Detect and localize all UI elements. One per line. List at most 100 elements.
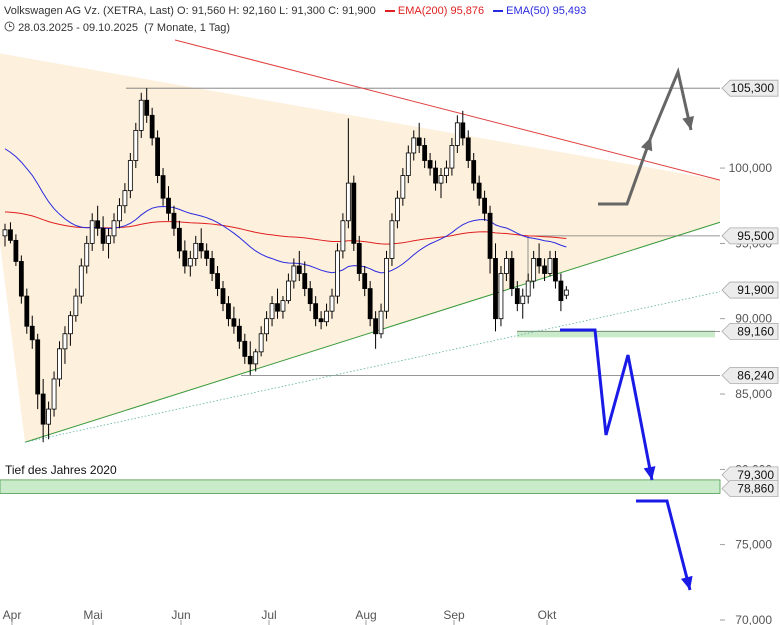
candle-up	[285, 280, 291, 302]
scenario-down-arrow-2-head	[680, 575, 693, 590]
candle-up	[117, 205, 122, 222]
price-tag-label: 91,900	[737, 283, 774, 297]
scenario-down-arrow-1	[560, 328, 654, 481]
candle-up	[269, 303, 275, 320]
candle-down	[182, 250, 188, 267]
candle-up	[324, 310, 329, 323]
candle-down	[536, 258, 542, 267]
candle-down	[100, 227, 106, 244]
candle-down	[471, 160, 477, 184]
scenario-down-arrow-2	[636, 499, 692, 591]
ema50-swatch	[493, 10, 504, 13]
candle-down	[275, 303, 280, 312]
annotation-2020-low: Tief des Jahres 2020	[5, 463, 117, 477]
candle-up	[138, 99, 144, 131]
candle-up	[411, 137, 417, 154]
candle-up	[449, 145, 455, 169]
candle-up	[62, 333, 68, 350]
candle-down	[247, 355, 253, 365]
candle-up	[280, 300, 286, 312]
candle-up	[133, 129, 139, 161]
y-tick-label: 100,000	[729, 161, 773, 175]
y-tick-label: 90,000	[735, 312, 772, 326]
candle-up	[68, 315, 73, 335]
ema200-label: EMA(200)	[397, 5, 448, 17]
candle-up	[127, 160, 133, 192]
candle-down	[35, 339, 41, 395]
candle-down	[18, 261, 24, 297]
candle-down	[356, 242, 362, 274]
candle-up	[2, 229, 8, 237]
ema200-value: 95,876	[450, 5, 485, 17]
date-range-row: 28.03.2025 - 09.10.2025 (7 Monate, 1 Tag…	[4, 21, 230, 34]
candle-down	[29, 325, 35, 341]
candle-down	[482, 197, 488, 214]
price-tag-label: 105,300	[731, 81, 775, 95]
candle-up	[89, 220, 95, 244]
candle-up	[187, 258, 193, 267]
ema200-swatch	[384, 10, 395, 13]
candle-up	[345, 182, 351, 222]
candle-up	[498, 273, 504, 320]
candle-down	[465, 137, 471, 161]
candle-down	[204, 250, 210, 259]
candle-down	[220, 288, 226, 305]
candle-down	[476, 182, 482, 199]
price-tag-label: 89,160	[737, 324, 774, 338]
candle-up	[264, 318, 270, 335]
candle-down	[155, 137, 161, 176]
candle-up	[389, 220, 395, 259]
candle-up	[503, 258, 509, 274]
y-tick-label: 75,000	[735, 538, 772, 552]
candle-down	[362, 273, 368, 289]
candle-down	[215, 273, 220, 289]
candle-down	[318, 318, 324, 323]
candle-down	[242, 340, 248, 357]
x-tick-label: Jun	[171, 608, 190, 622]
candle-down	[236, 325, 242, 342]
support-trendline	[24, 221, 721, 443]
x-tick-label: Aug	[355, 608, 376, 622]
scenario-up-arrow-1	[598, 136, 653, 206]
candle-down	[40, 393, 46, 425]
dotted-trendline	[24, 291, 721, 443]
price-tag-box	[721, 79, 779, 97]
candle-up	[394, 197, 400, 222]
candle-down	[460, 122, 466, 139]
x-tick-label: Mai	[83, 608, 102, 622]
price-tag-label: 79,300	[737, 468, 774, 482]
candle-up	[378, 310, 384, 335]
candle-down	[144, 99, 150, 116]
candle-down	[209, 258, 215, 274]
candle-down	[307, 288, 313, 305]
candle-up	[329, 295, 335, 312]
candle-down	[514, 288, 520, 305]
candle-up	[454, 122, 460, 146]
candle-down	[95, 220, 101, 229]
candle-down	[416, 137, 422, 146]
price-tag-box	[721, 322, 779, 340]
candle-up	[291, 265, 297, 282]
candle-down	[427, 160, 433, 169]
candle-down	[433, 167, 438, 184]
candle-down	[13, 239, 19, 262]
candle-up	[438, 175, 444, 184]
support-band-2020	[0, 479, 721, 494]
candle-down	[542, 265, 547, 274]
price-tag-label: 78,860	[737, 482, 774, 496]
candle-up	[405, 152, 411, 176]
candle-up	[111, 220, 117, 237]
candle-down	[160, 175, 166, 199]
x-tick-label: Sep	[443, 608, 465, 622]
candle-down	[166, 197, 171, 214]
date-range: 28.03.2025 - 09.10.2025	[18, 22, 138, 34]
candle-up	[258, 333, 264, 353]
price-tag-label: 86,240	[737, 368, 774, 382]
candle-down	[487, 212, 493, 259]
candle-up	[46, 408, 51, 425]
price-tag-box	[721, 480, 779, 497]
candle-up	[547, 258, 553, 274]
candle-down	[296, 265, 302, 274]
